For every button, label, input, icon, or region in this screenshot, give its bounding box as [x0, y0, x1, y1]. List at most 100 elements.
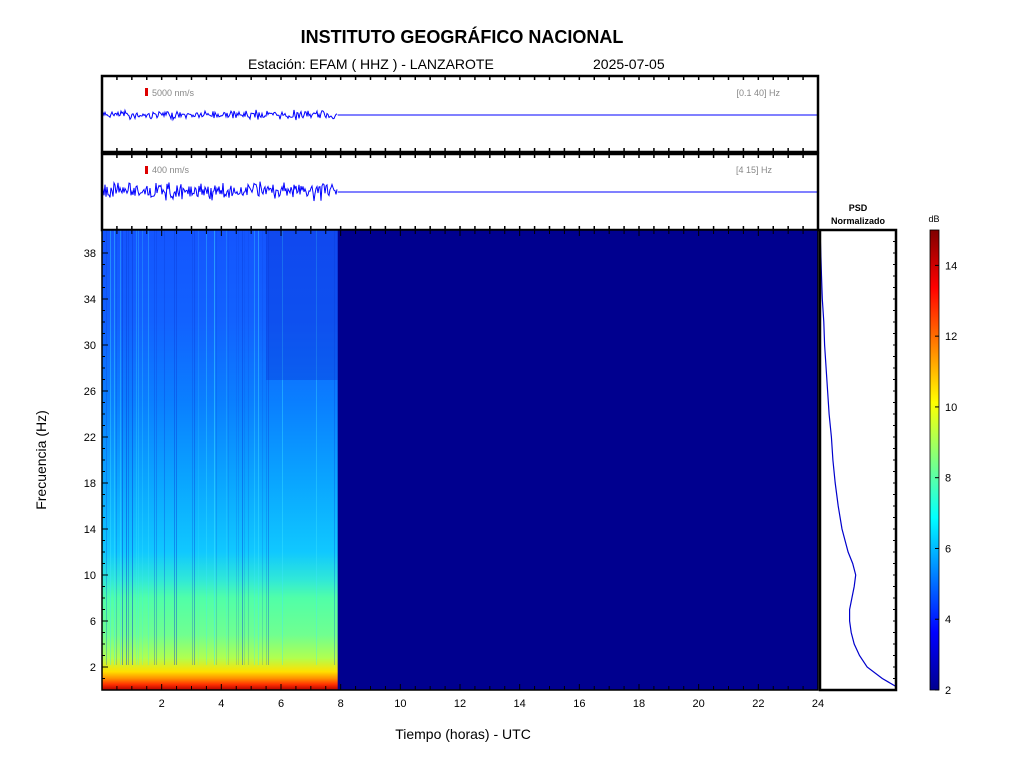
colorbar-tick-label: 12 [945, 331, 957, 343]
x-tick-label: 24 [812, 698, 824, 710]
y-tick-label: 34 [84, 294, 96, 306]
spectrogram-stripe [258, 230, 259, 665]
spectrogram-stripe [268, 230, 269, 665]
spectrogram-stripe [228, 230, 229, 665]
x-tick-labels: 2 4 6 8 10 12 14 16 18 20 22 24 [159, 698, 825, 710]
waveform-trace-2 [101, 180, 338, 202]
y-tick-label: 26 [84, 386, 96, 398]
spectrogram-stripe [116, 230, 117, 665]
spectrogram-stripe [136, 230, 137, 665]
y-tick-label: 38 [84, 248, 96, 260]
spectrogram-stripe [266, 230, 267, 665]
spectrogram-stripe [120, 230, 121, 665]
x-tick-label: 10 [394, 698, 406, 710]
spectrogram-stripe [254, 230, 255, 665]
date-label: 2025-07-05 [593, 56, 665, 72]
colorbar-tick-label: 4 [945, 614, 951, 626]
scale-label-2: 400 nm/s [152, 165, 190, 175]
waveform-trace-1 [101, 108, 338, 122]
x-tick-label: 16 [573, 698, 585, 710]
spectrogram-stripe [334, 230, 335, 665]
spectrogram-stripe [164, 230, 165, 665]
spectrogram-stripe [174, 230, 175, 665]
colorbar: dB 2 4 6 8 10 12 14 [928, 214, 957, 697]
spectrogram-stripe [206, 230, 207, 665]
x-tick-label: 14 [514, 698, 526, 710]
colorbar-ticks: 2 4 6 8 10 12 14 [935, 260, 957, 697]
psd-curve [819, 229, 897, 688]
y-axis-label: Frecuencia (Hz) [33, 410, 49, 510]
x-axis-label: Tiempo (horas) - UTC [395, 726, 531, 742]
x-tick-label: 6 [278, 698, 284, 710]
y-tick-label: 22 [84, 432, 96, 444]
spectrogram-stripe [194, 230, 195, 665]
psd-frame [818, 228, 898, 692]
station-label: Estación: EFAM ( HHZ ) - LANZAROTE [248, 56, 494, 72]
x-tick-label: 22 [752, 698, 764, 710]
spectrogram-stripe [114, 230, 115, 665]
spectrogram-stripe [282, 230, 283, 665]
spectrogram-frame [101, 229, 819, 691]
spectrogram-stripe [244, 230, 245, 665]
x-tick-label: 20 [693, 698, 705, 710]
spectrogram-stripe [106, 230, 107, 665]
spectrogram-stripe [110, 230, 111, 665]
spectrogram-data-region [102, 230, 338, 690]
spectrogram-stripe [132, 230, 133, 665]
spectrogram-stripe [214, 230, 215, 665]
trace-panel-1-frame [100, 74, 820, 154]
colorbar-gradient [929, 229, 940, 691]
trace-panel-broadband: 5000 nm/s [0.1 40] Hz [100, 74, 820, 154]
spectrogram-texture [106, 230, 338, 665]
psd-panel: PSD Normalizado [818, 203, 898, 692]
band-label-2: [4 15] Hz [736, 165, 773, 175]
spectrogram-stripe [198, 230, 199, 665]
y-tick-label: 18 [84, 478, 96, 490]
psd-title: PSD [849, 203, 868, 213]
spectrogram-stripe [154, 230, 155, 665]
spectrogram-stripe [248, 230, 249, 665]
x-tick-label: 8 [338, 698, 344, 710]
x-tick-label: 12 [454, 698, 466, 710]
y-tick-label: 6 [90, 616, 96, 628]
x-tick-label: 2 [159, 698, 165, 710]
spectrogram-stripe [216, 230, 217, 665]
spectrogram-dark-band [266, 230, 338, 380]
spectrogram-stripe [242, 230, 243, 665]
y-tick-label: 2 [90, 662, 96, 674]
spectrogram-stripe [138, 230, 139, 665]
page-title: INSTITUTO GEOGRÁFICO NACIONAL [300, 27, 624, 47]
spectrogram-stripe [156, 230, 157, 665]
x-tick-label: 18 [633, 698, 645, 710]
spectrogram-stripe [236, 230, 237, 665]
colorbar-unit-label: dB [928, 214, 939, 224]
scale-marker-2 [145, 166, 148, 174]
spectrogram-stripe [126, 230, 127, 665]
band-label-1: [0.1 40] Hz [736, 88, 780, 98]
colorbar-tick-label: 14 [945, 260, 957, 272]
trace-panel-filtered: 400 nm/s [4 15] Hz [100, 152, 820, 232]
spectrogram-stripe [128, 230, 129, 665]
spectrogram-stripe [192, 230, 193, 665]
spectrogram-stripe [148, 230, 149, 665]
colorbar-tick-label: 10 [945, 402, 957, 414]
scale-label-1: 5000 nm/s [152, 88, 195, 98]
spectrogram-stripe [176, 230, 177, 665]
y-tick-label: 30 [84, 340, 96, 352]
spectrogram-stripe [122, 230, 123, 665]
spectrogram-stripe [262, 230, 263, 665]
spectrogram-stripe [316, 230, 317, 665]
y-tick-label: 14 [84, 524, 96, 536]
y-tick-label: 10 [84, 570, 96, 582]
spectrogram-stripe [142, 230, 143, 665]
spectrogram-stripe [226, 230, 227, 665]
scale-marker-1 [145, 88, 148, 96]
trace-panel-1-bg [102, 76, 818, 152]
x-tick-label: 4 [218, 698, 224, 710]
colorbar-tick-label: 2 [945, 685, 951, 697]
colorbar-tick-label: 8 [945, 473, 951, 485]
spectrogram-stripe [238, 230, 239, 665]
